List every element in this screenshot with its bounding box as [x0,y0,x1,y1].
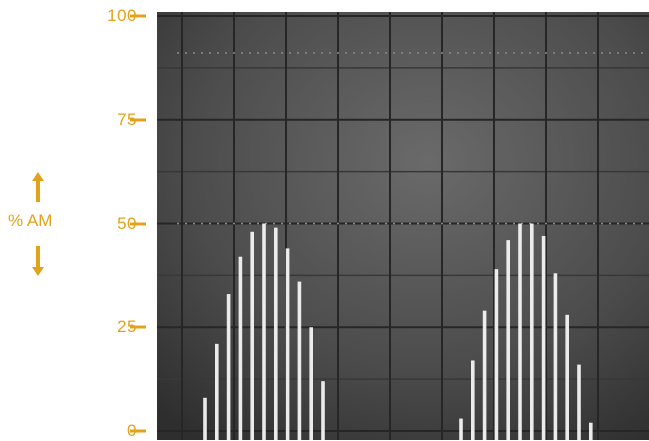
y-tick-label: 25 [117,317,137,337]
sideband-bar [203,397,207,440]
y-tick-mark [130,325,146,329]
sideband-bar [238,256,243,440]
sideband-bar [541,235,546,440]
sideband-bar [250,231,254,440]
sideband-bar [530,223,534,440]
sideband-bar [274,227,278,440]
sideband-bar [459,418,463,440]
y-tick-mark [130,118,146,122]
sideband-bar [565,314,569,440]
y-axis-label: % AM [8,211,53,230]
sideband-bar [471,360,475,440]
y-tick-label: 100 [107,6,137,25]
sideband-bar [297,281,302,440]
sideband-bar [226,294,231,440]
sideband-bar [518,223,522,440]
sideband-bar [577,364,581,440]
sideband-bar [215,343,219,440]
y-tick-label: 75 [117,109,137,129]
y-tick-mark [130,14,146,18]
sideband-bar [482,310,487,440]
sideband-bar [553,273,558,440]
scope-screen [157,12,649,440]
y-tick-label: 50 [117,213,137,233]
sideband-bar [321,381,325,440]
sideband-bar [309,327,313,440]
arrow-down-icon [32,246,44,276]
sideband-bar [506,240,510,440]
y-tick-mark [130,429,146,433]
sideband-bar [262,223,266,440]
sideband-bar [494,269,499,440]
sideband-bar [285,248,290,440]
sideband-bar [589,422,593,440]
arrow-up-icon [32,172,44,202]
y-tick-mark [130,222,146,225]
